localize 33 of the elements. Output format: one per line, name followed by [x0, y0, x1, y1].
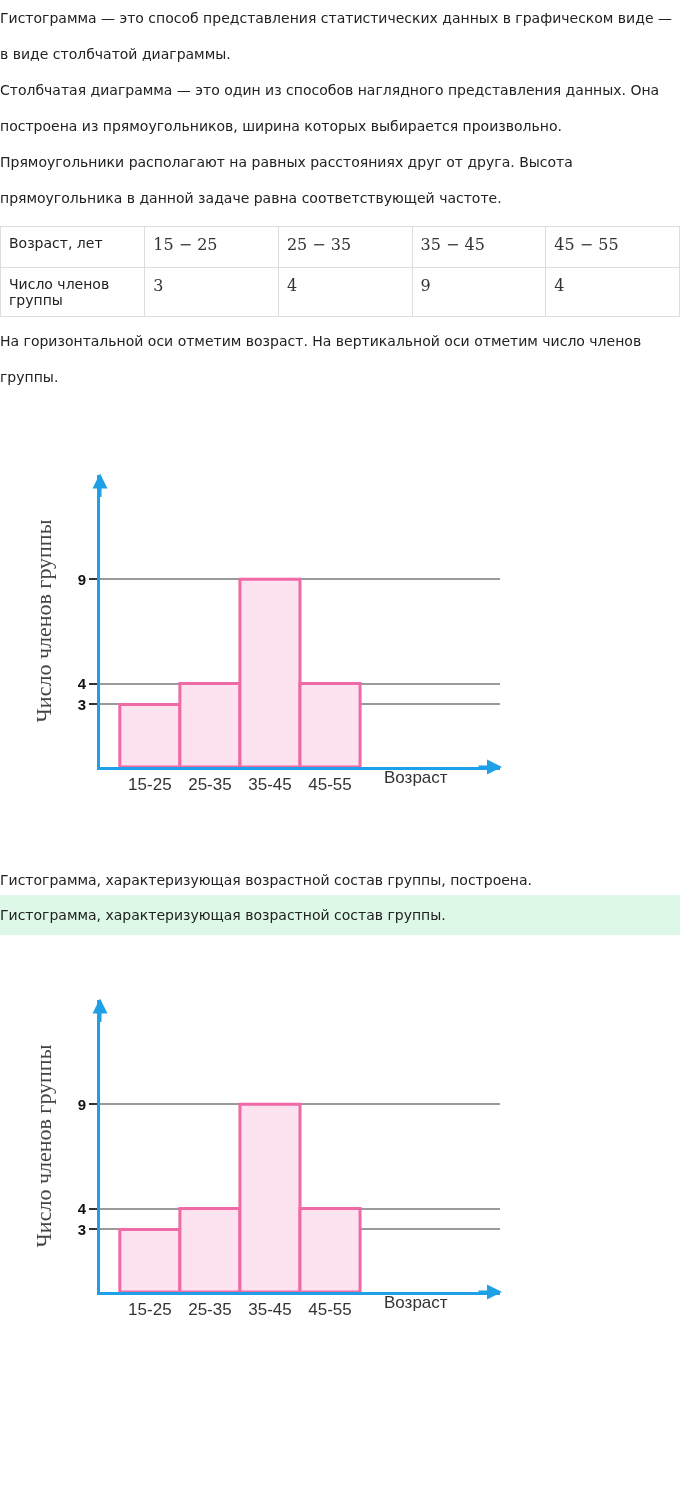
text: 25 − 35: [278, 226, 413, 268]
text: 35 − 45: [412, 226, 546, 268]
x-tick-label: 45-55: [308, 775, 352, 795]
x-tick-label: 15-25: [128, 775, 172, 795]
text: На горизонтальной оси отметим возраст. На вертикальной оси отметим число членов группы.: [0, 333, 642, 385]
text: Возраст, лет: [0, 226, 145, 268]
y-tick-label: 4: [77, 674, 87, 692]
text: Гистограмма — это способ представления статистических данных в графическом виде — в виде столбчатой диаграммы.: [0, 10, 672, 62]
x-tick-label: 15-25: [128, 1300, 172, 1320]
text: 15 − 25: [144, 226, 279, 268]
x-axis-title: Возраст: [384, 1293, 448, 1312]
x-tick-label: 35-45: [248, 775, 292, 795]
text: 4: [278, 267, 413, 317]
x-axis-title: Возраст: [384, 768, 448, 787]
y-axis-title: Число членов группы: [31, 1044, 57, 1248]
x-tick-label: 35-45: [248, 1300, 292, 1320]
text: Число членов группы: [0, 267, 145, 317]
text: Столбчатая диаграмма — это один из способов наглядного представления данных. Она построена из прямоугольников, ширина которых выбирается произвольно. Прямоугольники располагают на равных расстояниях друг от друга. Высота прямоугольника в данной задаче равна соответствующей частоте.: [0, 82, 660, 206]
text: 9: [412, 267, 546, 317]
x-tick-label: 25-35: [188, 775, 232, 795]
text: 45 − 55: [545, 226, 680, 268]
y-axis-title: Число членов группы: [31, 519, 57, 723]
y-tick-label: 4: [77, 1199, 87, 1217]
y-tick-label: 3: [77, 695, 86, 713]
y-tick-label: 9: [77, 570, 86, 588]
text: Гистограмма, характеризующая возрастной состав группы.: [0, 895, 680, 935]
text: 4: [545, 267, 680, 317]
text: 3: [144, 267, 279, 317]
y-tick-label: 3: [77, 1220, 86, 1238]
x-tick-label: 45-55: [308, 1300, 352, 1320]
x-tick-label: 25-35: [188, 1300, 232, 1320]
y-tick-label: 9: [77, 1095, 86, 1113]
text: Гистограмма, характеризующая возрастной состав группы, построена.: [0, 871, 534, 890]
